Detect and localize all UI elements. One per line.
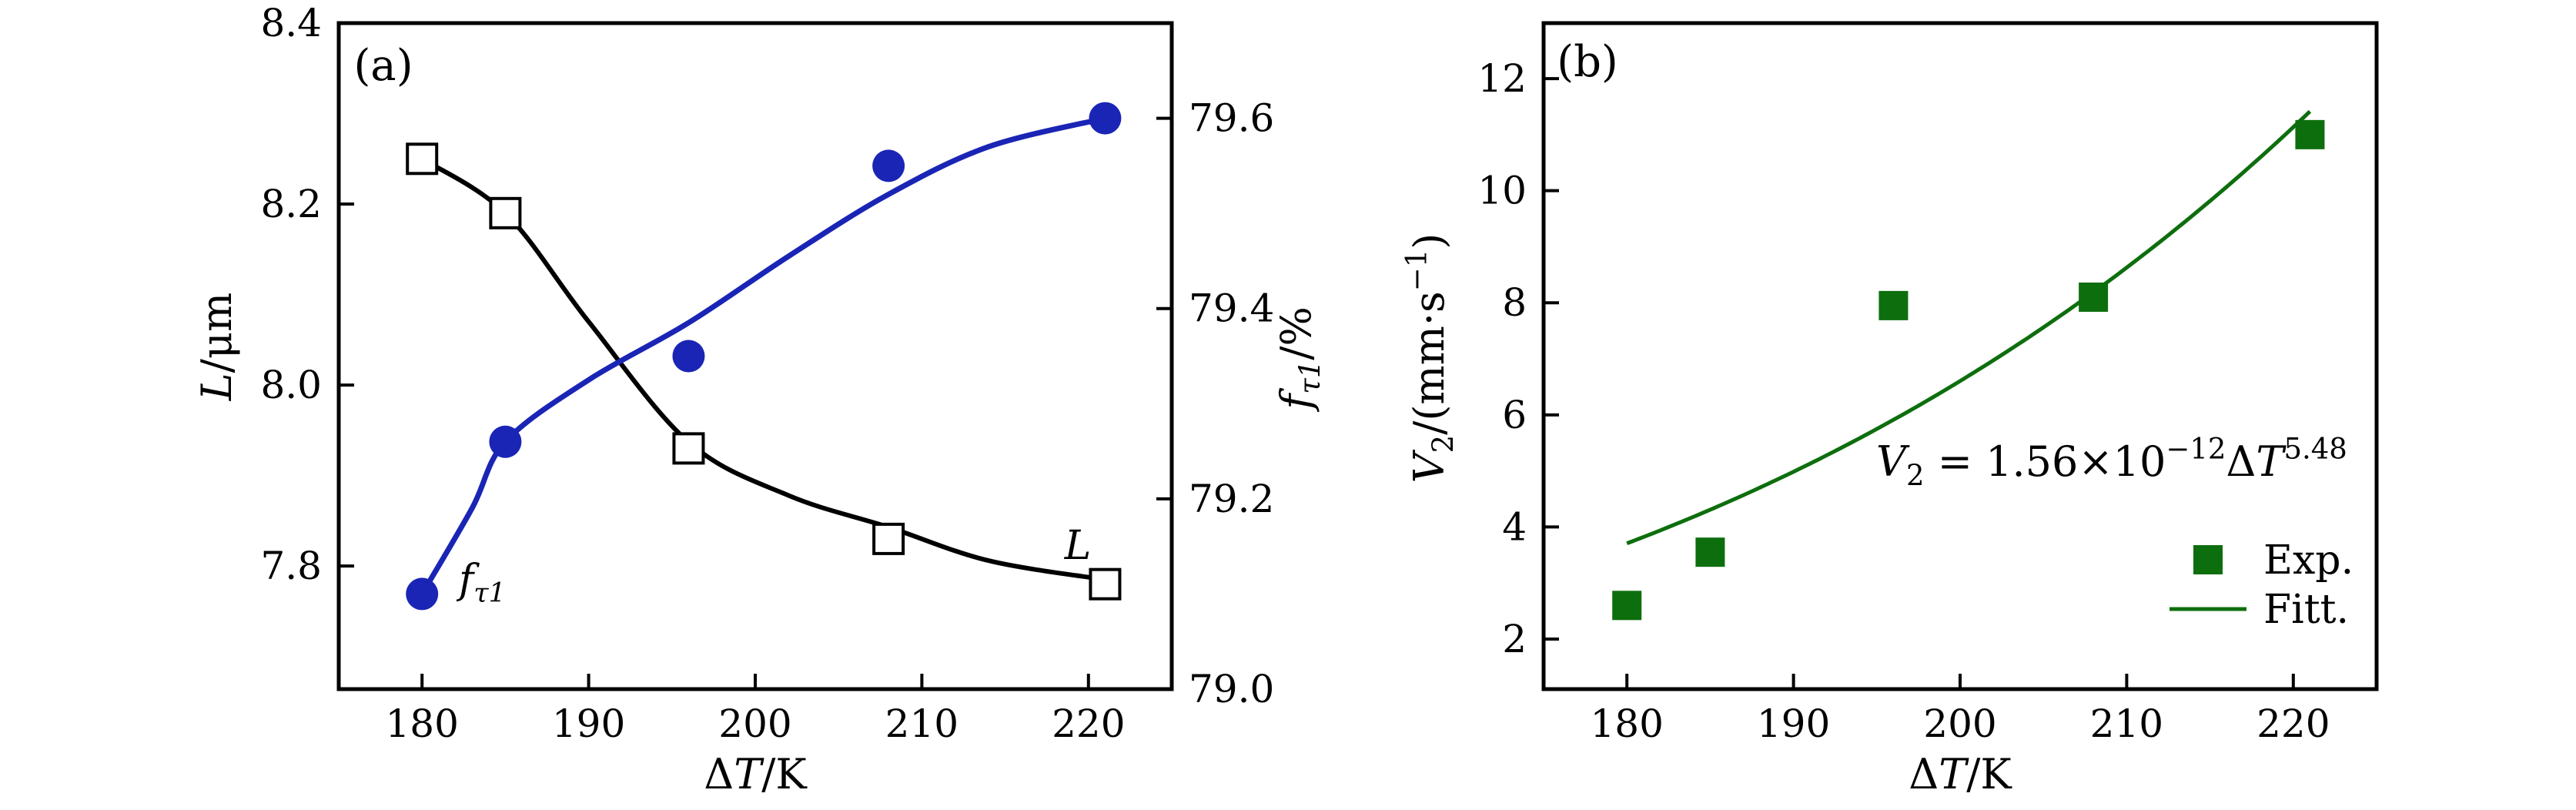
y-axis-tick-label-left: 6 <box>1502 393 1527 437</box>
series-L-label: L <box>1064 523 1092 569</box>
legend: Exp. Fitt. <box>2170 537 2354 633</box>
L-data-point <box>872 522 905 555</box>
x-axis-tick-label: 210 <box>885 701 958 746</box>
y-axis-tick-label-left: 8.2 <box>260 182 322 226</box>
y-axis-tick-label-right: 79.6 <box>1189 96 1274 141</box>
fit-line <box>1626 109 2312 546</box>
y-axis-tick-label-right: 79.0 <box>1189 667 1274 711</box>
panel-b: 180 190 200 210 220 2 4 6 8 10 12 ΔT/K V2/(mm·s−1) V2… <box>1400 21 2379 798</box>
L-data-point <box>406 142 439 176</box>
exp-data-point <box>1612 591 1642 621</box>
L-data-point <box>672 432 705 465</box>
y-axis-tick-label-left: 2 <box>1502 617 1527 661</box>
axes-frame <box>1541 21 2379 691</box>
y-axis-tick-label-left: 10 <box>1477 169 1527 213</box>
panel-a-left-axis-title: L/μm <box>192 293 241 401</box>
L-data-point <box>1089 567 1122 601</box>
panel-b-tag: (b) <box>1557 37 1618 87</box>
x-axis-tick-label: 190 <box>552 701 625 746</box>
fit-equation: V2 = 1.56×10−12ΔT5.48 <box>1876 432 2347 492</box>
x-axis-tick-label: 220 <box>2257 701 2330 746</box>
y-axis-tick-label-left: 8.0 <box>260 363 322 407</box>
L-data-point <box>489 196 522 229</box>
y-axis-tick-label-left: 12 <box>1477 56 1527 101</box>
y-axis-tick-label-left: 7.8 <box>260 544 322 588</box>
x-axis-tick-label: 220 <box>1052 701 1125 746</box>
y-axis-tick-label-right: 79.2 <box>1189 477 1274 521</box>
panel-a-right-axis-title: fτ1/% <box>1272 306 1326 413</box>
x-axis-tick-label: 200 <box>718 701 791 746</box>
panel-a-tag: (a) <box>353 41 413 91</box>
panel-a: 180 190 200 210 220 7.8 8.0 8.2 8.4 79.0 79.2 79.4 7… <box>192 1 1326 798</box>
panel-b-xaxis-title: ΔT/K <box>1909 750 2012 798</box>
panel-a-xaxis-title: ΔT/K <box>704 750 808 798</box>
x-axis-tick-label: 210 <box>2090 701 2163 746</box>
axes-frame <box>336 21 1174 691</box>
f-data-point <box>872 149 905 182</box>
y-axis-tick-label-left: 4 <box>1502 504 1527 549</box>
f-fit-curve <box>420 115 1106 596</box>
L-fit-curve <box>420 156 1106 582</box>
x-axis-tick-label: 180 <box>1590 701 1663 746</box>
legend-fitt-label: Fitt. <box>2263 587 2349 633</box>
y-axis-tick-label-left: 8.4 <box>260 1 322 45</box>
x-axis-tick-label: 200 <box>1923 701 1996 746</box>
exp-data-point <box>2079 282 2109 312</box>
f-data-point <box>406 577 439 611</box>
panel-b-yaxis-title: V2/(mm·s−1) <box>1400 233 1460 484</box>
exp-data-point <box>1878 290 1909 320</box>
y-axis-tick-label-right: 79.4 <box>1189 286 1274 331</box>
x-axis-tick-label: 190 <box>1757 701 1830 746</box>
y-axis-tick-label-left: 8 <box>1502 280 1527 325</box>
x-axis-tick-label: 180 <box>385 701 458 746</box>
exp-data-point <box>2295 119 2325 149</box>
series-f-label: fτ1 <box>456 557 506 608</box>
f-data-point <box>672 340 705 373</box>
f-data-point <box>1089 102 1122 135</box>
legend-exp-label: Exp. <box>2263 537 2354 584</box>
legend-exp-marker <box>2193 545 2223 574</box>
f-data-point <box>489 425 522 458</box>
exp-data-point <box>1695 537 1725 567</box>
